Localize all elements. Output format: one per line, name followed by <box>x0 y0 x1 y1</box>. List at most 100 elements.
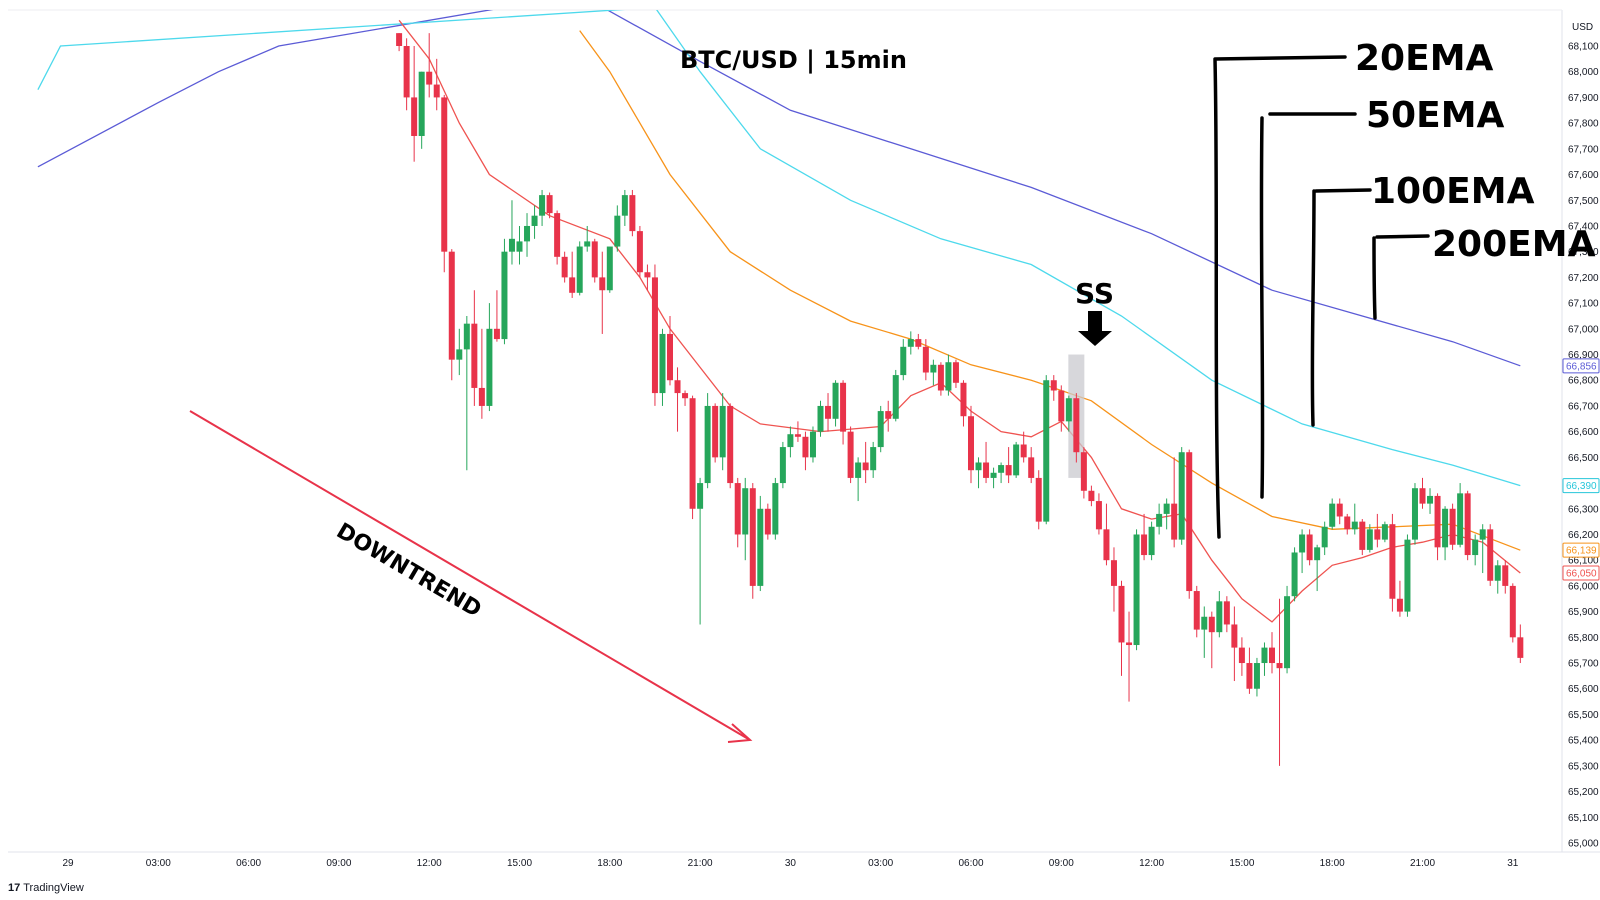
candle-bullish[interactable] <box>456 328 463 376</box>
candle-bullish[interactable] <box>900 339 907 381</box>
candle-bearish[interactable] <box>441 94 448 273</box>
candle-bearish[interactable] <box>1141 513 1148 561</box>
candle-bullish[interactable] <box>1321 521 1328 556</box>
candle-bullish[interactable] <box>1163 498 1170 530</box>
candle-bearish[interactable] <box>1193 585 1200 638</box>
candle-bearish[interactable] <box>840 380 847 445</box>
candle-bearish[interactable] <box>960 380 967 427</box>
candle-bearish[interactable] <box>1359 519 1366 556</box>
candle-bearish[interactable] <box>1126 611 1133 702</box>
candle-bullish[interactable] <box>1329 498 1336 530</box>
candle-bullish[interactable] <box>719 393 726 471</box>
candle-bearish[interactable] <box>1419 477 1426 509</box>
candle-bearish[interactable] <box>1058 385 1065 432</box>
candle-bearish[interactable] <box>1434 493 1441 561</box>
tradingview-logo[interactable]: 17 TradingView <box>8 882 84 894</box>
candle-bearish[interactable] <box>403 38 410 111</box>
candle-bearish[interactable] <box>1035 470 1042 530</box>
candle-bearish[interactable] <box>591 238 598 283</box>
candle-bullish[interactable] <box>1479 524 1486 574</box>
candle-bearish[interactable] <box>667 315 673 386</box>
candle-bullish[interactable] <box>1178 447 1185 545</box>
candle-bearish[interactable] <box>1118 580 1125 676</box>
candle-bearish[interactable] <box>1208 611 1215 669</box>
candle-bearish[interactable] <box>734 477 741 548</box>
candle-bearish[interactable] <box>448 249 455 381</box>
candle-bullish[interactable] <box>1043 375 1050 525</box>
candle-bullish[interactable] <box>1381 521 1388 543</box>
candle-bullish[interactable] <box>877 405 884 453</box>
candle-bullish[interactable] <box>1148 521 1155 561</box>
candle-bearish[interactable] <box>1464 490 1471 561</box>
candle-bullish[interactable] <box>870 441 877 478</box>
candle-bullish[interactable] <box>584 225 591 252</box>
candle-bullish[interactable] <box>945 354 952 396</box>
candle-bearish[interactable] <box>599 251 606 334</box>
candle-bearish[interactable] <box>561 251 568 283</box>
candle-bearish[interactable] <box>569 251 576 298</box>
candle-bearish[interactable] <box>1103 503 1110 566</box>
candle-bullish[interactable] <box>531 205 538 239</box>
candle-bearish[interactable] <box>1088 485 1095 507</box>
candle-bearish[interactable] <box>433 58 440 111</box>
candle-bearish[interactable] <box>1396 580 1403 617</box>
candle-bearish[interactable] <box>629 189 636 237</box>
candle-bullish[interactable] <box>576 241 583 296</box>
candle-bearish[interactable] <box>983 441 990 484</box>
candle-bearish[interactable] <box>1020 431 1027 463</box>
time-axis[interactable]: 29 03:00 06:00 09:00 12:00 15:00 18:00 21:00 30 0… <box>62 858 1518 869</box>
candle-bullish[interactable] <box>855 457 862 502</box>
candle-bearish[interactable] <box>493 290 500 342</box>
candle-bearish[interactable] <box>1509 583 1516 643</box>
candle-bearish[interactable] <box>794 421 801 442</box>
candle-bullish[interactable] <box>606 246 613 293</box>
candle-bearish[interactable] <box>1238 637 1245 676</box>
candle-bearish[interactable] <box>554 210 561 265</box>
candle-bullish[interactable] <box>1291 547 1298 602</box>
candle-bullish[interactable] <box>1314 544 1321 592</box>
candle-bearish[interactable] <box>968 405 974 484</box>
candle-bullish[interactable] <box>907 331 914 355</box>
candle-bearish[interactable] <box>1449 503 1456 550</box>
candle-bearish[interactable] <box>764 503 771 540</box>
candle-bearish[interactable] <box>712 403 719 463</box>
candle-bearish[interactable] <box>1344 513 1351 535</box>
candle-bullish[interactable] <box>1065 395 1072 432</box>
candle-bearish[interactable] <box>922 339 929 381</box>
candle-bullish[interactable] <box>998 462 1005 484</box>
candle-bearish[interactable] <box>1336 498 1343 525</box>
candle-bearish[interactable] <box>1186 449 1193 599</box>
candle-bearish[interactable] <box>682 390 689 406</box>
candle-bearish[interactable] <box>471 290 478 406</box>
candle-bearish[interactable] <box>1231 606 1238 682</box>
candle-bearish[interactable] <box>689 395 696 520</box>
candle-bullish[interactable] <box>779 441 786 489</box>
candle-bullish[interactable] <box>1013 441 1020 478</box>
candle-bullish[interactable] <box>1133 529 1140 651</box>
candle-bearish[interactable] <box>952 359 959 388</box>
candle-bullish[interactable] <box>1253 657 1260 697</box>
candle-bearish[interactable] <box>1171 457 1178 548</box>
candle-bearish[interactable] <box>1374 513 1381 548</box>
candle-bearish[interactable] <box>727 403 734 489</box>
candle-bearish[interactable] <box>1080 447 1087 499</box>
candle-bullish[interactable] <box>832 380 839 427</box>
candle-bullish[interactable] <box>1156 503 1163 535</box>
candle-bullish[interactable] <box>1427 488 1434 514</box>
candle-bearish[interactable] <box>1517 624 1524 664</box>
candle-bullish[interactable] <box>1404 534 1411 617</box>
candle-bullish[interactable] <box>539 189 546 226</box>
candle-bullish[interactable] <box>501 238 508 345</box>
candle-bullish[interactable] <box>1366 524 1373 553</box>
candle-bullish[interactable] <box>621 189 628 226</box>
candle-bullish[interactable] <box>817 400 824 437</box>
candle-bearish[interactable] <box>1110 547 1117 612</box>
candle-bearish[interactable] <box>478 328 485 419</box>
candle-bullish[interactable] <box>787 426 794 458</box>
candle-bullish[interactable] <box>614 205 621 252</box>
candle-bullish[interactable] <box>1472 534 1479 566</box>
candle-bullish[interactable] <box>742 477 749 561</box>
candle-bullish[interactable] <box>975 457 982 489</box>
candle-bearish[interactable] <box>885 400 892 432</box>
